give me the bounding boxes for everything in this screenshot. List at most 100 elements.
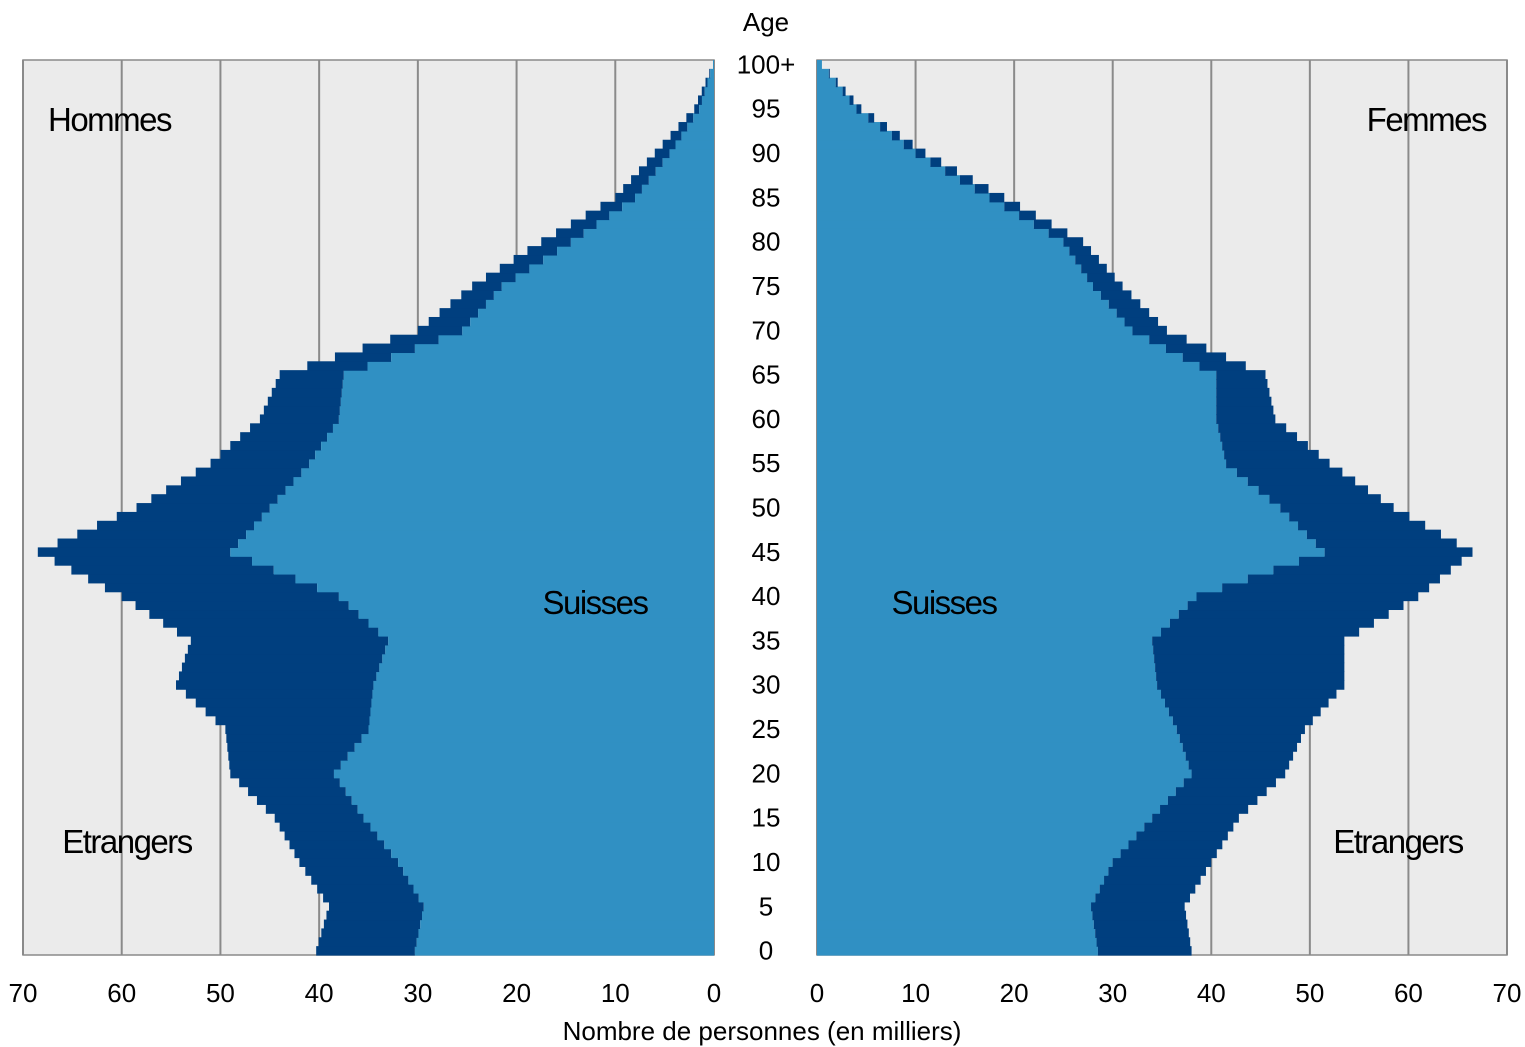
men-etrangers-bar — [615, 192, 636, 203]
women-suisses-bar — [817, 653, 1155, 664]
men-panel — [22, 59, 715, 956]
men-suisses-bar — [501, 281, 714, 291]
women-etrangers-bar — [1176, 724, 1305, 735]
men-etrangers-bar — [151, 494, 278, 504]
women-suisses-bar — [817, 361, 1200, 371]
women-suisses-bar — [817, 591, 1197, 602]
women-etrangers-bar — [1188, 760, 1290, 770]
women-suisses-bar — [817, 352, 1183, 362]
men-suisses-bar — [339, 405, 714, 416]
x-tick-label: 40 — [305, 978, 334, 1008]
men-suisses-bar — [354, 742, 714, 752]
men-suisses-bar — [339, 777, 714, 788]
men-suisses-bar — [384, 839, 714, 850]
women-suisses-bar — [817, 919, 1094, 930]
men-suisses-bar — [238, 538, 714, 548]
women-suisses-bar — [817, 432, 1221, 442]
age-tick-label: 30 — [752, 670, 781, 700]
age-tick-label: 55 — [752, 448, 781, 478]
men-etrangers-bar — [195, 698, 372, 708]
men-suisses-bar — [493, 290, 714, 300]
women-suisses-bar — [817, 511, 1290, 522]
men-suisses-bar — [470, 316, 714, 327]
women-etrangers-bar — [842, 86, 846, 97]
men-suisses-bar — [641, 184, 714, 194]
men-etrangers-bar — [294, 848, 392, 859]
men-suisses-bar — [681, 130, 714, 141]
men-suisses-bar — [398, 857, 714, 867]
men-suisses-bar — [438, 334, 714, 345]
men-suisses-bar — [416, 937, 714, 947]
women-etrangers-bar — [1247, 573, 1440, 584]
men-suisses-bar — [403, 866, 714, 876]
men-suisses-bar — [301, 467, 714, 478]
women-etrangers-bar — [1095, 892, 1190, 903]
men-suisses-bar — [385, 644, 714, 655]
women-etrangers-bar — [1269, 494, 1381, 504]
women-etrangers-bar — [1183, 777, 1276, 788]
men-etrangers-bar — [678, 122, 688, 132]
age-tick-label: 40 — [752, 581, 781, 611]
women-suisses-bar — [817, 751, 1186, 761]
women-suisses-bar — [817, 201, 1005, 212]
women-suisses-bar — [817, 795, 1168, 805]
women-etrangers-bar — [1153, 644, 1345, 655]
men-suisses-bar — [420, 919, 714, 930]
men-suisses-bar — [648, 175, 714, 185]
age-tick-label: 20 — [752, 758, 781, 788]
women-suisses-bar — [817, 113, 869, 123]
men-etrangers-bar — [178, 671, 377, 681]
women-etrangers-bar — [1104, 875, 1201, 885]
men-suisses-bar — [347, 751, 714, 761]
women-etrangers-bar — [1160, 804, 1249, 814]
men-etrangers-bar — [326, 910, 423, 921]
women-etrangers-bar — [1216, 379, 1268, 389]
women-suisses-bar — [817, 148, 916, 159]
men-bars — [37, 60, 715, 956]
women-etrangers-bar — [1280, 503, 1394, 513]
men-etrangers-bar — [274, 813, 364, 823]
men-suisses-bar — [515, 272, 714, 283]
men-suisses-bar — [713, 60, 714, 70]
men-etrangers-bar — [149, 609, 359, 619]
men-etrangers-bar — [97, 520, 254, 531]
men-etrangers-bar — [240, 432, 328, 442]
men-suisses-bar — [373, 680, 714, 690]
men-etrangers-bar — [176, 680, 374, 690]
women-etrangers-bar — [1247, 476, 1356, 486]
women-suisses-bar — [817, 884, 1100, 894]
men-suisses-bar — [371, 698, 714, 708]
men-etrangers-bar — [686, 113, 694, 123]
men-etrangers-bar — [256, 795, 352, 805]
men-etrangers-bar — [121, 591, 339, 602]
men-etrangers-bar — [136, 503, 270, 513]
women-etrangers-bar — [1112, 857, 1212, 867]
women-etrangers-bar — [1156, 671, 1345, 681]
women-etrangers-bar — [1164, 698, 1329, 708]
women-bars — [817, 60, 1473, 956]
men-etrangers-bar — [362, 343, 415, 354]
men-etrangers-bar — [248, 786, 346, 797]
age-tick-label: 45 — [752, 537, 781, 567]
men-etrangers-bar — [485, 272, 516, 283]
women-suisses-label: Suisses — [891, 584, 997, 621]
men-etrangers-bar — [701, 86, 705, 97]
women-suisses-bar — [817, 715, 1173, 726]
women-suisses-bar — [817, 68, 829, 79]
men-suisses-bar — [370, 706, 714, 717]
y-axis-title: Age — [743, 7, 789, 37]
men-suisses-bar — [557, 246, 714, 256]
age-tick-label: 90 — [752, 138, 781, 168]
men-etrangers-bar — [390, 334, 439, 345]
x-tick-label: 50 — [1295, 978, 1324, 1008]
men-suisses-bar — [261, 511, 714, 522]
women-suisses-bar — [817, 423, 1219, 433]
women-suisses-bar — [817, 370, 1217, 380]
women-etrangers-bar — [959, 175, 973, 185]
women-suisses-bar — [817, 228, 1049, 238]
women-etrangers-bar — [849, 95, 854, 105]
women-suisses-bar — [817, 334, 1150, 345]
men-etrangers-bar — [210, 458, 310, 469]
men-etrangers-bar — [623, 184, 642, 194]
women-etrangers-bar — [1081, 263, 1107, 274]
